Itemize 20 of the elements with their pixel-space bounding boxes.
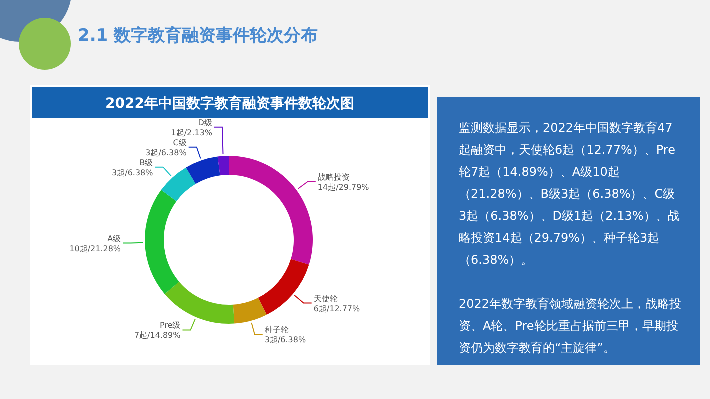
data-label: 3起/6.38%	[112, 168, 154, 178]
slice-label: A级	[108, 234, 122, 244]
chart-title: 2022年中国数字教育融资事件数轮次图	[106, 95, 354, 112]
slice-label: Pre级	[160, 321, 181, 330]
data-label: 10起/21.28%	[70, 244, 122, 254]
slice-label: B级	[140, 158, 154, 168]
data-label: 3起/6.38%	[264, 336, 306, 345]
data-label: 6起/12.77%	[314, 304, 361, 314]
text: 监测数据显示，2022年中国数字教育47起融资中，天使轮6起（12.77%）、Pre轮7起（14.89%）、A级10起（21.28%）、B级3起（6.38%）、C级3起（6.38%）、D级1起（2.13%）、战略投资14起（29.79%）、种子轮3起（6.38%）。	[459, 120, 681, 269]
slice-label: 天使轮	[314, 294, 338, 304]
data-label: 1起/2.13%	[171, 128, 213, 138]
slice-label: 战略投资	[318, 172, 350, 182]
slice-label: D级	[198, 118, 212, 128]
text: 2022年数字教育领域融资轮次上，战略投资、A轮、Pre轮比重占据前三甲，早期投资仍为数字教育的“主旋律”。	[459, 296, 682, 357]
data-label: 3起/6.38%	[146, 148, 188, 158]
data-label: 14起/29.79%	[318, 182, 370, 192]
slice-label: 种子轮	[264, 326, 289, 335]
chart-subtitle: 2.1 数字教育融资事件轮次分布	[78, 25, 318, 46]
data-label: 7起/14.89%	[134, 331, 182, 340]
slice-label: C级	[173, 138, 187, 148]
